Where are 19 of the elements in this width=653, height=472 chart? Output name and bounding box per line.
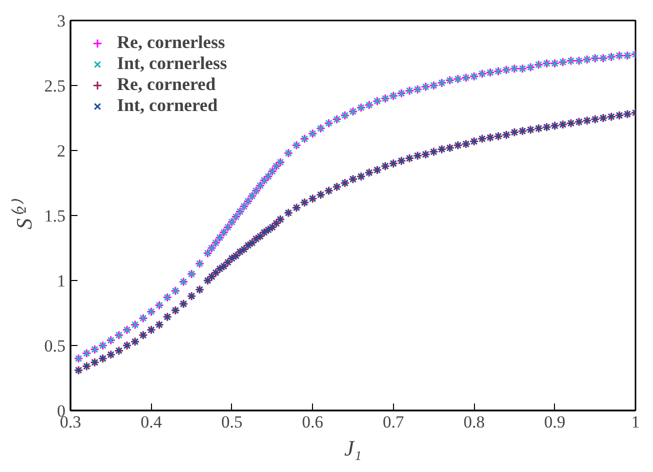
legend-label: Re, cornered: [117, 74, 216, 95]
y-axis-title: S⁽²⁾: [11, 198, 36, 230]
legend-label: Re, cornerless: [117, 32, 225, 53]
y-tick-label: 1: [57, 272, 66, 290]
y-tick-label: 0.5: [44, 336, 66, 356]
x-tick-label: 0.9: [544, 412, 566, 432]
x-tick-label: 1: [631, 412, 640, 432]
x-tick-label: 0.5: [221, 412, 243, 432]
y-tick-label: 1.5: [44, 206, 66, 226]
legend-label: Int, cornered: [117, 95, 218, 116]
y-tick-label: 3: [57, 12, 66, 30]
legend-label: Int, cornerless: [117, 53, 227, 74]
y-tick-label: 2.5: [44, 76, 66, 96]
x-axis-title: J₁: [344, 436, 362, 460]
x-tick-label: 0.7: [382, 412, 404, 432]
x-tick-label: 0.8: [463, 412, 485, 432]
x-tick-label: 0.4: [140, 412, 162, 432]
x-tick-label: 0.6: [302, 412, 324, 432]
y-tick-label: 2: [57, 142, 66, 160]
